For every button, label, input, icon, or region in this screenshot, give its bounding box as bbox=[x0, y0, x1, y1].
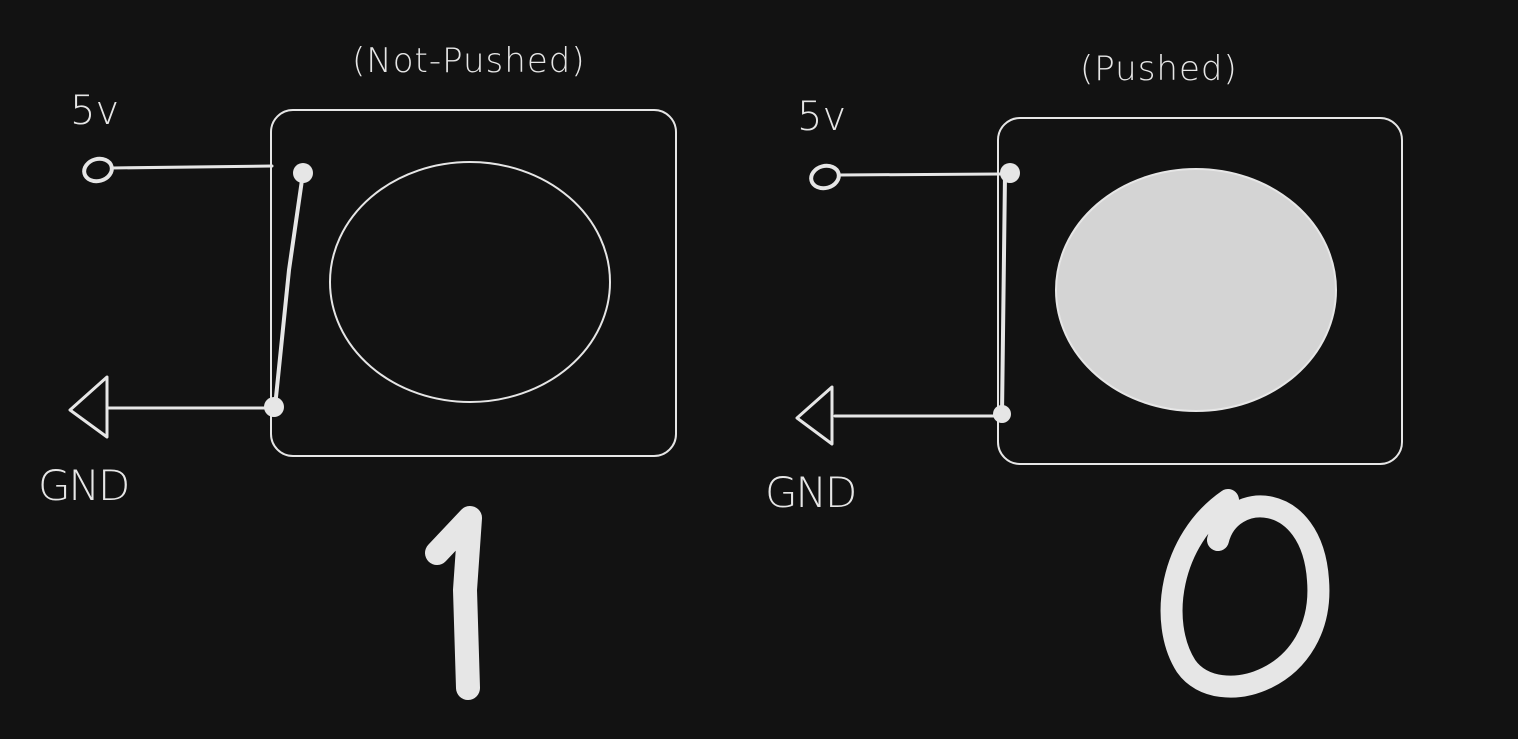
left-5v-label: 5v bbox=[70, 88, 119, 134]
left-panel: (Not-Pushed) 5v GND 1 bbox=[38, 41, 677, 700]
right-ground-symbol-icon bbox=[795, 385, 834, 446]
left-button-outline bbox=[329, 161, 611, 403]
left-ground-symbol-icon bbox=[68, 375, 109, 439]
right-5v-label: 5v bbox=[797, 94, 846, 140]
left-switch-box bbox=[270, 109, 677, 457]
right-5v-terminal bbox=[809, 163, 841, 191]
left-output-glyph bbox=[425, 506, 482, 700]
right-internal-wire bbox=[1000, 173, 1007, 416]
left-caption: (Not-Pushed) bbox=[352, 41, 586, 81]
left-5v-wire bbox=[110, 164, 274, 170]
left-internal-wire bbox=[273, 171, 305, 409]
right-output-text: 0 bbox=[0, 0, 1, 1]
right-panel: (Pushed) 5v GND 0 bbox=[0, 0, 1403, 698]
right-gnd-label: GND bbox=[765, 468, 855, 517]
right-switch-box bbox=[997, 117, 1403, 465]
right-5v-wire bbox=[837, 172, 1002, 177]
right-button-filled bbox=[1055, 168, 1337, 412]
right-caption: (Pushed) bbox=[1080, 49, 1238, 89]
left-gnd-label: GND bbox=[38, 461, 128, 510]
left-5v-terminal bbox=[82, 156, 114, 184]
left-output-value: 1 bbox=[425, 506, 482, 700]
right-output-value: 0 bbox=[0, 0, 1330, 698]
right-output-glyph bbox=[1160, 489, 1330, 698]
